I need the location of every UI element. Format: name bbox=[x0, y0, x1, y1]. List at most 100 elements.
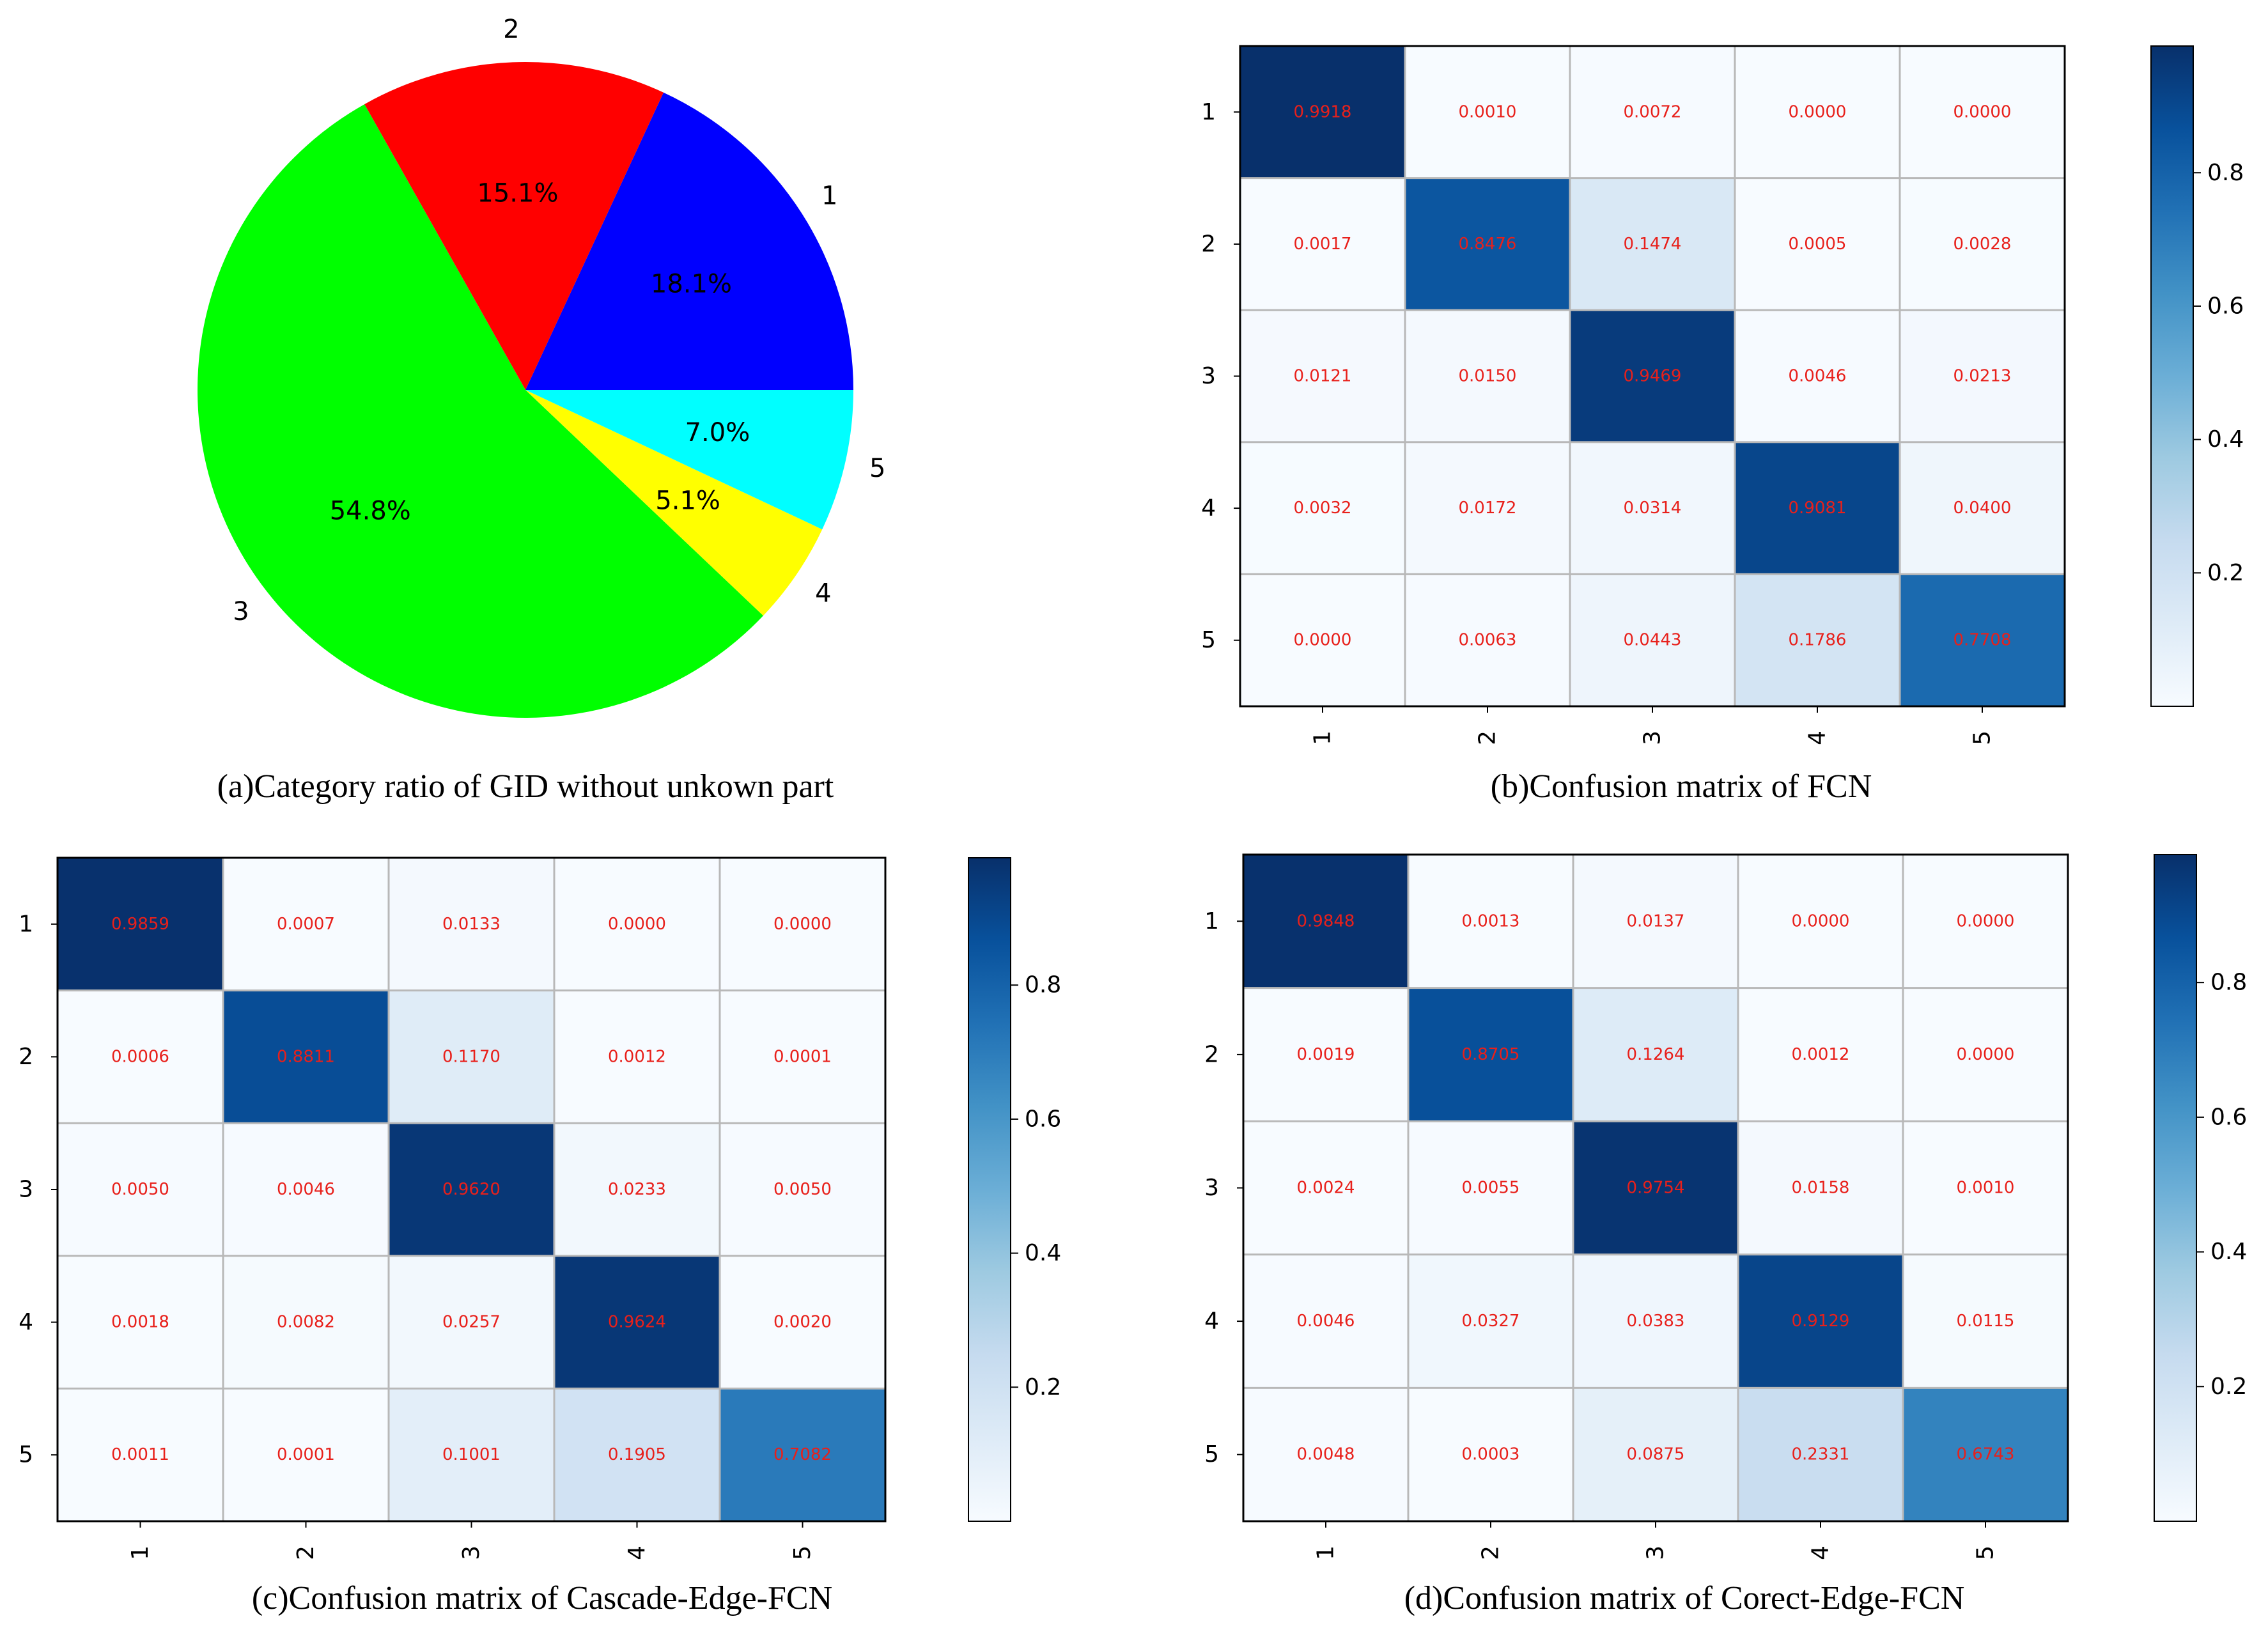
heatmap-cell bbox=[1903, 1254, 2068, 1388]
cell-value-label: 0.0024 bbox=[1297, 1179, 1355, 1198]
cell-value-label: 0.0233 bbox=[608, 1180, 666, 1199]
heatmap-cell bbox=[720, 990, 885, 1124]
confusion-matrix-corect-panel: 0.9848 0.0013 0.0137 0.0000 0.0000 0.0019 0.87… bbox=[1204, 853, 2247, 1616]
col-tick-label: 3 bbox=[1640, 731, 1666, 745]
heatmap-cell bbox=[389, 990, 554, 1124]
heatmap-cell bbox=[1408, 988, 1573, 1122]
pie-caption: (a)Category ratio of GID without unkown … bbox=[217, 768, 834, 805]
colorbar-tick-label: 0.2 bbox=[2210, 1374, 2247, 1400]
pie-category-label: 2 bbox=[503, 15, 519, 44]
pie-chart-panel: 18.1% 1 15.1% 2 54.8% 3 5.1% 4 7.0% 5 (a)Category… bbox=[198, 15, 885, 805]
row-tick-label: 4 bbox=[19, 1309, 33, 1335]
cell-value-label: 0.9129 bbox=[1792, 1312, 1850, 1331]
heatmap-cell bbox=[58, 1255, 223, 1389]
cell-value-label: 0.0257 bbox=[442, 1313, 501, 1332]
colorbar-tick-label: 0.6 bbox=[2207, 293, 2244, 319]
heatmap-cell bbox=[1735, 310, 1900, 442]
heatmap-cell bbox=[58, 1123, 223, 1256]
pie-category-label: 3 bbox=[233, 597, 249, 626]
colorbar-tick-label: 0.4 bbox=[2210, 1239, 2247, 1265]
cell-value-label: 0.9469 bbox=[1624, 367, 1682, 386]
heatmap-cell bbox=[1738, 1254, 1903, 1388]
pie-category-label: 1 bbox=[821, 181, 837, 210]
heatmap-cell bbox=[389, 1388, 554, 1521]
cell-value-label: 0.0012 bbox=[1792, 1045, 1850, 1064]
colorbar-tick-label: 0.6 bbox=[1025, 1106, 1061, 1132]
cell-value-label: 0.9754 bbox=[1627, 1179, 1685, 1198]
row-tick-label: 2 bbox=[1204, 1041, 1219, 1067]
heatmap-value-labels: 0.9859 0.0007 0.0133 0.0000 0.0000 0.0006 0.88… bbox=[111, 915, 832, 1464]
col-tick-label: 5 bbox=[789, 1546, 816, 1560]
colorbar-tick-label: 0.8 bbox=[2210, 970, 2247, 996]
heatmap-cell bbox=[1735, 442, 1900, 575]
cell-value-label: 0.8811 bbox=[277, 1047, 335, 1066]
heatmap-cell bbox=[1570, 574, 1735, 706]
cell-value-label: 0.0010 bbox=[1459, 102, 1517, 121]
cell-value-label: 0.9624 bbox=[608, 1313, 666, 1332]
col-tick-label: 1 bbox=[1313, 1546, 1339, 1560]
heatmap-cell bbox=[1405, 310, 1570, 442]
cell-value-label: 0.0327 bbox=[1462, 1312, 1520, 1331]
cell-value-label: 0.0172 bbox=[1459, 499, 1517, 518]
heatmap-grid bbox=[1239, 45, 2066, 708]
cell-value-label: 0.0063 bbox=[1459, 631, 1517, 650]
cell-value-label: 0.0013 bbox=[1462, 911, 1520, 931]
heatmap-cell bbox=[1573, 988, 1738, 1122]
row-tick-label: 3 bbox=[1204, 1175, 1219, 1201]
cell-value-label: 0.0046 bbox=[277, 1180, 335, 1199]
cell-value-label: 0.0001 bbox=[277, 1445, 335, 1464]
cell-value-label: 0.0082 bbox=[277, 1313, 335, 1332]
cell-value-label: 0.0000 bbox=[1957, 1045, 2015, 1064]
row-tick-label: 2 bbox=[1201, 231, 1216, 257]
cell-value-label: 0.0000 bbox=[608, 915, 666, 934]
row-tick-label: 2 bbox=[19, 1044, 33, 1070]
heatmap-cell bbox=[1243, 1388, 1408, 1521]
cell-value-label: 0.1474 bbox=[1624, 235, 1682, 254]
cell-value-label: 0.0443 bbox=[1624, 631, 1682, 650]
heatmap-cell bbox=[58, 1388, 223, 1521]
heatmap-cell bbox=[1240, 178, 1405, 311]
cell-value-label: 0.0000 bbox=[1792, 911, 1850, 931]
colorbar: 0.2 0.4 0.6 0.8 bbox=[2154, 854, 2247, 1522]
cell-value-label: 0.0000 bbox=[773, 915, 832, 934]
heatmap-cell bbox=[1738, 1121, 1903, 1255]
cell-value-label: 0.0383 bbox=[1627, 1312, 1685, 1331]
heatmap-cell bbox=[1240, 574, 1405, 706]
colorbar-tick-label: 0.8 bbox=[2207, 160, 2244, 186]
col-tick-label: 2 bbox=[1478, 1546, 1504, 1560]
cell-value-label: 0.0020 bbox=[773, 1313, 832, 1332]
row-tick-label: 3 bbox=[19, 1177, 33, 1203]
cell-value-label: 0.0000 bbox=[1294, 631, 1352, 650]
heatmap-cell bbox=[1570, 442, 1735, 575]
heatmap-cell bbox=[1903, 855, 2068, 988]
heatmap-cell bbox=[720, 1255, 885, 1389]
pie-category-label: 4 bbox=[815, 578, 831, 608]
heatmap-cell bbox=[720, 1388, 885, 1521]
heatmap-cells bbox=[58, 858, 885, 1521]
heatmap-cell bbox=[1573, 855, 1738, 988]
pie-slice-4 bbox=[525, 390, 823, 616]
heatmap-cell bbox=[1903, 988, 2068, 1122]
heatmap-cell bbox=[1573, 1121, 1738, 1255]
heatmap-cell bbox=[58, 858, 223, 991]
col-tick-label: 1 bbox=[1310, 731, 1336, 745]
heatmap-cell bbox=[1408, 1254, 1573, 1388]
row-tick-label: 3 bbox=[1201, 363, 1216, 389]
heatmap-cell bbox=[554, 1255, 720, 1389]
colorbar-gradient bbox=[968, 857, 1011, 1522]
colorbar: 0.2 0.4 0.6 0.8 bbox=[2150, 45, 2244, 707]
heatmap-cell bbox=[1408, 1121, 1573, 1255]
cell-value-label: 0.0158 bbox=[1792, 1179, 1850, 1198]
cell-value-label: 0.0875 bbox=[1627, 1445, 1685, 1464]
heatmap-cell bbox=[1903, 1388, 2068, 1521]
heatmap-cell bbox=[1408, 1388, 1573, 1521]
pie-slice-5 bbox=[525, 390, 853, 530]
confusion-matrix-cascade-panel: 0.9859 0.0007 0.0133 0.0000 0.0000 0.0006 0.88… bbox=[19, 856, 1061, 1616]
col-tick-label: 3 bbox=[458, 1546, 485, 1560]
cell-value-label: 0.0005 bbox=[1789, 235, 1847, 254]
heatmap-cell bbox=[58, 990, 223, 1124]
fcn-caption: (b)Confusion matrix of FCN bbox=[1491, 768, 1872, 805]
cell-value-label: 0.0028 bbox=[1953, 235, 2012, 254]
heatmap-cell bbox=[1900, 46, 2065, 178]
pie-slice-1 bbox=[525, 92, 853, 390]
